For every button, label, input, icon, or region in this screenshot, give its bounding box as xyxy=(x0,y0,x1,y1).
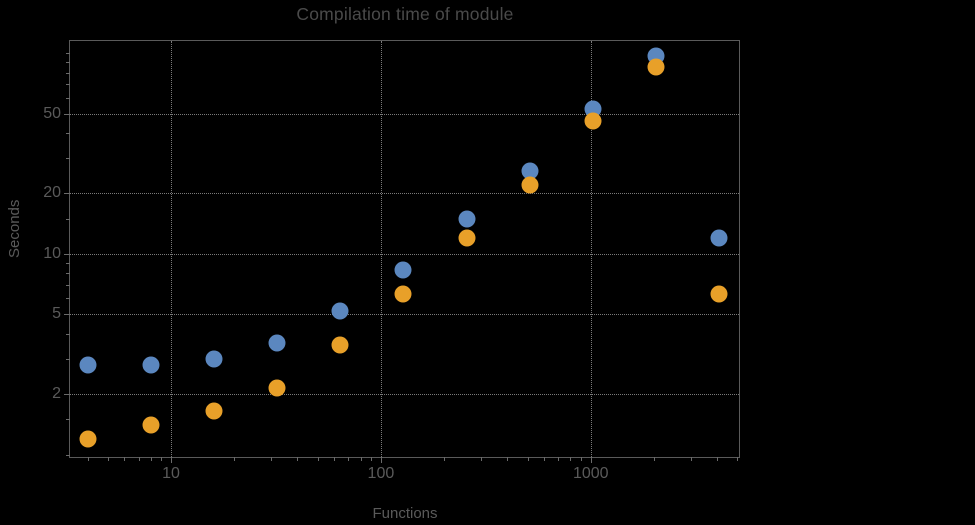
data-point xyxy=(521,162,539,180)
y-axis-minor-tick xyxy=(66,273,70,275)
data-point xyxy=(458,229,476,247)
gridline-horizontal xyxy=(70,314,739,316)
data-point xyxy=(79,356,97,374)
x-axis-minor-tick xyxy=(527,457,529,461)
x-axis-minor-tick xyxy=(234,457,236,461)
data-point xyxy=(521,176,539,194)
data-point xyxy=(647,58,665,76)
x-axis-minor-tick xyxy=(360,457,362,461)
data-point xyxy=(205,402,223,420)
data-point xyxy=(268,334,286,352)
gridline-horizontal xyxy=(70,193,739,195)
x-axis-minor-tick xyxy=(348,457,350,461)
y-axis-minor-tick xyxy=(66,97,70,99)
y-axis-tick xyxy=(64,314,70,316)
data-point xyxy=(268,379,286,397)
y-axis-tick xyxy=(64,113,70,115)
y-axis-minor-tick xyxy=(66,53,70,55)
x-axis-minor-tick xyxy=(544,457,546,461)
y-axis-tick-label: 5 xyxy=(52,305,61,323)
x-axis-minor-tick xyxy=(107,457,109,461)
data-point xyxy=(331,302,349,320)
y-axis-minor-tick xyxy=(66,419,70,421)
data-point xyxy=(142,416,160,434)
x-axis-tick-label: 100 xyxy=(367,465,395,482)
x-axis-minor-tick xyxy=(161,457,163,461)
x-axis-tick xyxy=(380,457,382,463)
y-axis-tick xyxy=(64,193,70,195)
data-point xyxy=(205,350,223,368)
gridline-vertical xyxy=(380,41,382,457)
y-axis-minor-tick xyxy=(66,454,70,456)
x-axis-minor-tick xyxy=(717,457,719,461)
y-axis-tick-label: 2 xyxy=(52,385,61,403)
y-axis-tick-label: 50 xyxy=(43,104,61,122)
data-point xyxy=(394,285,412,303)
data-point xyxy=(710,229,728,247)
y-axis-tick xyxy=(64,253,70,255)
y-axis-minor-tick xyxy=(66,84,70,86)
data-point xyxy=(710,285,728,303)
plot-inner: 2 5 10 20 50 10 100 1000 xyxy=(43,41,739,482)
y-axis-minor-tick xyxy=(66,284,70,286)
x-axis-minor-tick xyxy=(87,457,89,461)
y-axis-minor-tick xyxy=(66,158,70,160)
x-axis-tick-label: 10 xyxy=(162,465,180,482)
data-point xyxy=(142,356,160,374)
y-axis-tick xyxy=(64,394,70,396)
data-point xyxy=(394,261,412,279)
chart-title: Compilation time of module xyxy=(296,4,514,24)
x-axis-minor-tick xyxy=(124,457,126,461)
x-axis-tick-label: 1000 xyxy=(572,465,609,482)
gridline-vertical xyxy=(171,41,173,457)
x-axis-minor-tick xyxy=(297,457,299,461)
x-axis-minor-tick xyxy=(558,457,560,461)
x-axis-minor-tick xyxy=(138,457,140,461)
plot-area: 2 5 10 20 50 10 100 1000 xyxy=(43,40,740,482)
y-axis-title: Seconds xyxy=(6,199,23,258)
x-axis-minor-tick xyxy=(690,457,692,461)
x-axis-minor-tick xyxy=(150,457,152,461)
gridline-vertical xyxy=(590,41,592,457)
y-axis-minor-tick xyxy=(66,263,70,265)
x-axis-minor-tick xyxy=(737,457,739,461)
x-axis-title: Functions xyxy=(372,505,438,522)
data-point xyxy=(584,112,602,130)
x-axis-minor-tick xyxy=(581,457,583,461)
y-axis-minor-tick xyxy=(66,358,70,360)
x-axis-minor-tick xyxy=(334,457,336,461)
y-axis-tick-label: 10 xyxy=(43,244,61,262)
x-axis-tick xyxy=(590,457,592,463)
gridline-horizontal xyxy=(70,253,739,255)
gridline-horizontal xyxy=(70,113,739,115)
data-point xyxy=(458,210,476,228)
y-axis-minor-tick xyxy=(66,218,70,220)
x-axis-minor-tick xyxy=(371,457,373,461)
y-axis-minor-tick xyxy=(66,62,70,64)
x-axis-minor-tick xyxy=(271,457,273,461)
x-axis-minor-tick xyxy=(507,457,509,461)
y-axis-tick-label: 20 xyxy=(43,184,61,202)
data-point xyxy=(331,336,349,354)
y-axis-minor-tick xyxy=(66,333,70,335)
x-axis-minor-tick xyxy=(570,457,572,461)
y-axis-minor-tick xyxy=(66,298,70,300)
x-axis-minor-tick xyxy=(444,457,446,461)
gridline-horizontal xyxy=(70,394,739,396)
y-axis-minor-tick xyxy=(66,72,70,74)
data-point xyxy=(79,430,97,448)
x-axis-minor-tick xyxy=(481,457,483,461)
x-axis-tick xyxy=(171,457,173,463)
x-axis-minor-tick xyxy=(317,457,319,461)
y-axis-minor-tick xyxy=(66,133,70,135)
x-axis-minor-tick xyxy=(653,457,655,461)
